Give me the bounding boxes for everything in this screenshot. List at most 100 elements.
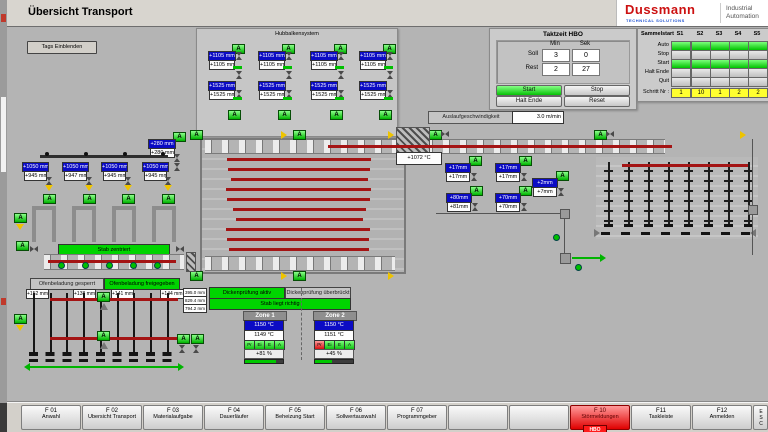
schritt-nr-s4: 2 [729,88,749,98]
fkey-f02[interactable]: F 02 Übersicht Transport [82,405,142,430]
gauge4-actual: +81mm [447,202,471,212]
taktzeit-rest-sek: 27 [572,63,600,76]
fkey-f11-key: F11 [656,408,666,414]
ofenbeladung-freigegeben-banner: Ofenbeladung freigegeben [104,278,180,290]
aux-valve [174,154,180,162]
zone2-output-bar [314,359,354,364]
hub1-green-bar2 [233,97,242,100]
beam-joint [84,152,88,156]
charge-marker-a: A [16,241,29,251]
fkey-f06[interactable]: F 06 Sollwertauswahl [326,405,386,430]
fkey-f10-label: Störmeldungen [581,414,619,420]
hub2-bot-auto-marker: A [278,110,291,120]
sammelstart-quit-s3[interactable] [710,77,730,87]
gauge1-valve [471,173,477,181]
beam-joint [161,152,165,156]
fkey-f04-label: Dauerläufer [219,414,249,420]
right-frame-joint [748,205,758,215]
fkey-f05[interactable]: F 05 Beheizung Start [265,405,325,430]
fkey-f09[interactable] [509,405,569,430]
taktzeit-stop-button[interactable]: Stop [564,85,630,96]
hub4-valve2 [387,71,393,79]
conveyor-green-line [572,257,600,259]
page-title: Übersicht Transport [28,6,133,18]
hub4-top-actual: +1105 mm [360,60,386,70]
sammelstart-quit-s2[interactable] [691,77,711,87]
transport-arrow-icon [388,272,394,280]
beam1-valve [46,177,52,185]
auslauf-value[interactable]: 3.0 m/min [512,111,564,124]
furnace-bar [227,238,369,241]
cooling-comb [624,162,633,227]
furnace-bar [226,228,370,231]
sammelstart-quit-s5[interactable] [748,77,768,87]
taktzeit-start-button[interactable]: Start [496,85,562,96]
discharge-valve [441,131,449,137]
hub2-top-actual: +1105 mm [259,60,285,70]
beam3-valve [125,177,131,185]
fkey-f07[interactable]: F 07 Programmgeber [387,405,447,430]
beam4-actual: +945 mm [144,171,167,181]
taktzeit-reset-button[interactable]: Reset [564,96,630,107]
taktzeit-soll-sek[interactable]: 0 [572,49,600,62]
hub2-valve2 [286,71,292,79]
sliver-dark [0,403,7,432]
taktzeit-haltende-button[interactable]: Halt Ende [496,96,562,107]
furnace-bar [226,188,371,191]
hub1-bot-auto-marker: A [228,110,241,120]
furnace-marker-a: A [293,271,306,281]
beam1-actual: +945 mm [24,171,47,181]
fkey-f11[interactable]: F11 Taskleiste [631,405,691,430]
sliver-white-chip [1,97,6,172]
auslauf-label: Auslaufgeschwindigkeit [428,111,514,124]
sammelstart-col-s2: S2 [696,31,704,37]
fkey-f03[interactable]: F 03 Materialaufgabe [143,405,203,430]
rack-up-arrow-icon [100,303,108,310]
fkey-f02-label: Übersicht Transport [88,414,136,420]
furnace-marker-a: A [190,271,203,281]
cooling-comb [664,162,673,227]
hub2-green-bar [283,66,292,69]
left-marker-a: A [14,213,27,223]
beam-joint [123,152,127,156]
fkey-f08[interactable] [448,405,508,430]
rack-right-marker-a: A [191,334,204,344]
hub1-valve2 [236,71,242,79]
beam2-marker-a: A [83,194,96,204]
conveyor-drop-line [564,218,565,254]
taktzeit-soll-min[interactable]: 3 [542,49,570,62]
hub3-bot-auto-marker: A [330,110,343,120]
cooling-bed-bar [622,164,748,167]
sammelstart-row-haltende: Halt Ende [644,69,669,75]
rack-up-arrow-icon [100,342,108,349]
fkey-f04[interactable]: F 04 Dauerläufer [204,405,264,430]
fkey-f12-key: F12 [716,408,728,414]
rack-left-marker-a: A [14,314,27,324]
sammelstart-quit-s1[interactable] [671,77,691,87]
aux-valve2 [174,163,180,171]
fkey-f10-alarm[interactable]: F 10 Störmeldungen HBO [570,405,630,432]
fkey-f10-key: F 10 [593,408,606,414]
transport-arrow-icon [281,131,287,139]
furnace-bar [233,208,366,211]
fkey-f04-key: F 04 [227,408,240,414]
esc-key[interactable]: ESC [753,405,768,430]
zone1-output-fill [245,360,276,363]
zone-separator [301,288,302,360]
hub3-bot-actual: +1525 mm [311,90,337,100]
hub3-green-bar [335,66,344,69]
taktzeit-col-sek: Sek [579,41,591,47]
taktzeit-col-min: Min [550,41,560,47]
fkey-f12[interactable]: F12 Anmelden [692,405,752,430]
cooling-comb [684,162,693,227]
left-down-arrow-icon [16,224,24,230]
taktzeit-title: Taktzeit HBO [543,31,583,38]
tags-einblenden-button[interactable]: Tags Einblenden [27,41,97,54]
hub4-bot-actual: +1525 mm [360,90,386,100]
hot-bar-discharge [328,145,672,148]
sammelstart-quit-s4[interactable] [729,77,749,87]
hub1-bot-actual: +1525 mm [209,90,235,100]
fkey-f06-label: Sollwertauswahl [336,414,376,420]
fkey-f01[interactable]: F 01 Anwahl [21,405,81,430]
